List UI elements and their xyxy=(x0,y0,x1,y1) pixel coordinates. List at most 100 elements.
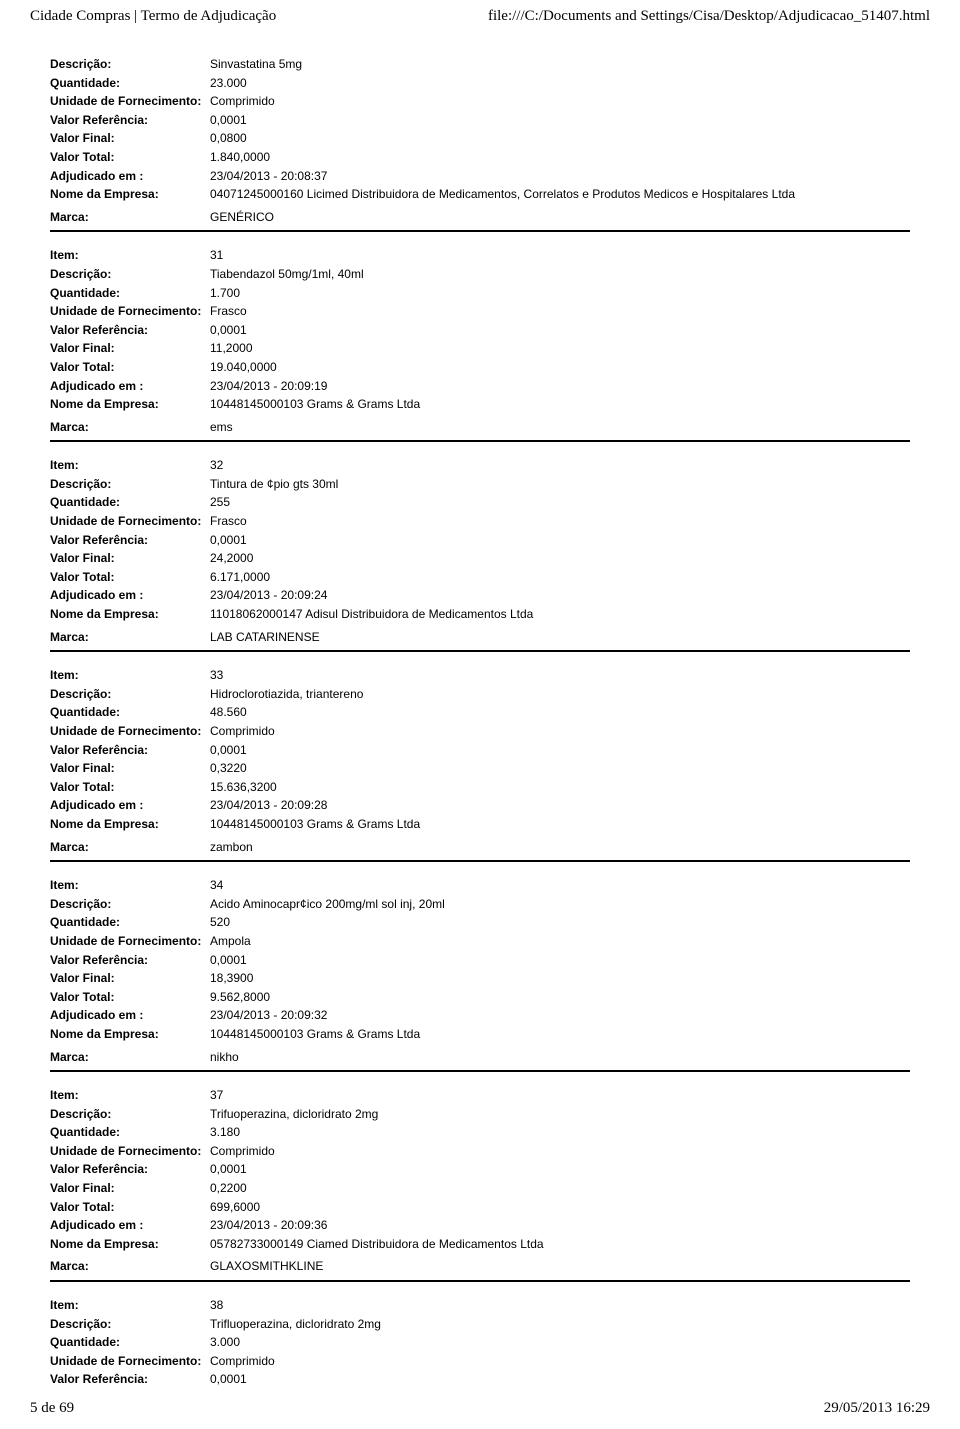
value-marca: ems xyxy=(210,418,910,437)
value-marca: zambon xyxy=(210,838,910,857)
label-unidade: Unidade de Fornecimento: xyxy=(50,512,210,531)
label-item: Item: xyxy=(50,666,210,685)
value-valor-total: 19.040,0000 xyxy=(210,358,910,377)
value-unidade: Frasco xyxy=(210,302,910,321)
value-quantidade: 3.000 xyxy=(210,1333,910,1352)
label-quantidade: Quantidade: xyxy=(50,284,210,303)
value-adjudicado: 23/04/2013 - 20:09:28 xyxy=(210,796,910,815)
item-block: Item:37Descrição:Trifuoperazina, diclori… xyxy=(50,1086,910,1282)
label-valor-ref: Valor Referência: xyxy=(50,741,210,760)
label-item: Item: xyxy=(50,876,210,895)
label-valor-ref: Valor Referência: xyxy=(50,111,210,130)
label-valor-final: Valor Final: xyxy=(50,339,210,358)
label-valor-total: Valor Total: xyxy=(50,358,210,377)
label-valor-total: Valor Total: xyxy=(50,568,210,587)
label-valor-final: Valor Final: xyxy=(50,969,210,988)
value-valor-final: 24,2000 xyxy=(210,549,910,568)
value-unidade: Comprimido xyxy=(210,1142,910,1161)
label-item: Item: xyxy=(50,246,210,265)
label-adjudicado: Adjudicado em : xyxy=(50,167,210,186)
value-valor-ref: 0,0001 xyxy=(210,741,910,760)
value-valor-final: 0,0800 xyxy=(210,129,910,148)
label-valor-final: Valor Final: xyxy=(50,1179,210,1198)
label-valor-final: Valor Final: xyxy=(50,549,210,568)
value-valor-total: 15.636,3200 xyxy=(210,778,910,797)
value-quantidade: 520 xyxy=(210,913,910,932)
value-valor-final: 11,2000 xyxy=(210,339,910,358)
value-quantidade: 23.000 xyxy=(210,74,910,93)
label-unidade: Unidade de Fornecimento: xyxy=(50,302,210,321)
label-valor-ref: Valor Referência: xyxy=(50,321,210,340)
footer-timestamp: 29/05/2013 16:29 xyxy=(824,1400,930,1417)
label-empresa: Nome da Empresa: xyxy=(50,395,210,414)
label-item: Item: xyxy=(50,1296,210,1315)
value-marca: LAB CATARINENSE xyxy=(210,628,910,647)
value-descricao: Hidroclorotiazida, triantereno xyxy=(210,685,910,704)
document-page: Cidade Compras | Termo de Adjudicação fi… xyxy=(0,0,960,1429)
item-block: Item:32Descrição:Tintura de ¢pio gts 30m… xyxy=(50,456,910,652)
label-adjudicado: Adjudicado em : xyxy=(50,586,210,605)
label-valor-total: Valor Total: xyxy=(50,778,210,797)
value-valor-final: 0,2200 xyxy=(210,1179,910,1198)
label-descricao: Descrição: xyxy=(50,1105,210,1124)
label-marca: Marca: xyxy=(50,208,210,227)
label-valor-ref: Valor Referência: xyxy=(50,951,210,970)
header-url: file:///C:/Documents and Settings/Cisa/D… xyxy=(488,8,930,25)
label-adjudicado: Adjudicado em : xyxy=(50,1216,210,1235)
value-descricao: Sinvastatina 5mg xyxy=(210,55,910,74)
label-empresa: Nome da Empresa: xyxy=(50,1025,210,1044)
label-marca: Marca: xyxy=(50,1048,210,1067)
value-descricao: Tintura de ¢pio gts 30ml xyxy=(210,475,910,494)
value-empresa: 05782733000149 Ciamed Distribuidora de M… xyxy=(210,1235,910,1254)
label-unidade: Unidade de Fornecimento: xyxy=(50,722,210,741)
item-block: Item:33Descrição:Hidroclorotiazida, tria… xyxy=(50,666,910,862)
item-block: Item:38 Descrição:Trifluoperazina, diclo… xyxy=(50,1296,910,1389)
value-valor-ref: 0,0001 xyxy=(210,531,910,550)
value-unidade: Comprimido xyxy=(210,92,910,111)
label-descricao: Descrição: xyxy=(50,265,210,284)
value-valor-total: 1.840,0000 xyxy=(210,148,910,167)
label-unidade: Unidade de Fornecimento: xyxy=(50,932,210,951)
value-quantidade: 255 xyxy=(210,493,910,512)
label-quantidade: Quantidade: xyxy=(50,1123,210,1142)
footer-page-number: 5 de 69 xyxy=(30,1400,74,1417)
label-valor-total: Valor Total: xyxy=(50,988,210,1007)
value-quantidade: 3.180 xyxy=(210,1123,910,1142)
value-unidade: Frasco xyxy=(210,512,910,531)
label-quantidade: Quantidade: xyxy=(50,493,210,512)
label-unidade: Unidade de Fornecimento: xyxy=(50,1142,210,1161)
label-empresa: Nome da Empresa: xyxy=(50,605,210,624)
value-quantidade: 48.560 xyxy=(210,703,910,722)
value-empresa: 11018062000147 Adisul Distribuidora de M… xyxy=(210,605,910,624)
label-empresa: Nome da Empresa: xyxy=(50,1235,210,1254)
value-descricao: Tiabendazol 50mg/1ml, 40ml xyxy=(210,265,910,284)
label-descricao: Descrição: xyxy=(50,685,210,704)
item-block: Item:31Descrição:Tiabendazol 50mg/1ml, 4… xyxy=(50,246,910,442)
value-marca: GLAXOSMITHKLINE xyxy=(210,1257,910,1276)
value-quantidade: 1.700 xyxy=(210,284,910,303)
item-block: Item:34Descrição:Acido Aminocapr¢ico 200… xyxy=(50,876,910,1072)
value-descricao: Trifluoperazina, dicloridrato 2mg xyxy=(210,1315,910,1334)
label-unidade: Unidade de Fornecimento: xyxy=(50,92,210,111)
page-header: Cidade Compras | Termo de Adjudicação fi… xyxy=(30,8,930,25)
label-empresa: Nome da Empresa: xyxy=(50,185,210,204)
label-descricao: Descrição: xyxy=(50,1315,210,1334)
label-valor-ref: Valor Referência: xyxy=(50,1160,210,1179)
value-adjudicado: 23/04/2013 - 20:08:37 xyxy=(210,167,910,186)
value-valor-total: 699,6000 xyxy=(210,1198,910,1217)
value-item: 31 xyxy=(210,246,910,265)
value-empresa: 10448145000103 Grams & Grams Ltda xyxy=(210,815,910,834)
value-valor-final: 0,3220 xyxy=(210,759,910,778)
label-valor-total: Valor Total: xyxy=(50,1198,210,1217)
header-title: Cidade Compras | Termo de Adjudicação xyxy=(30,8,276,25)
value-valor-final: 18,3900 xyxy=(210,969,910,988)
value-valor-ref: 0,0001 xyxy=(210,1370,910,1389)
label-unidade: Unidade de Fornecimento: xyxy=(50,1352,210,1371)
value-item: 33 xyxy=(210,666,910,685)
value-unidade: Comprimido xyxy=(210,722,910,741)
page-footer: 5 de 69 29/05/2013 16:29 xyxy=(30,1400,930,1417)
value-adjudicado: 23/04/2013 - 20:09:24 xyxy=(210,586,910,605)
value-unidade: Ampola xyxy=(210,932,910,951)
value-valor-total: 9.562,8000 xyxy=(210,988,910,1007)
value-item: 37 xyxy=(210,1086,910,1105)
